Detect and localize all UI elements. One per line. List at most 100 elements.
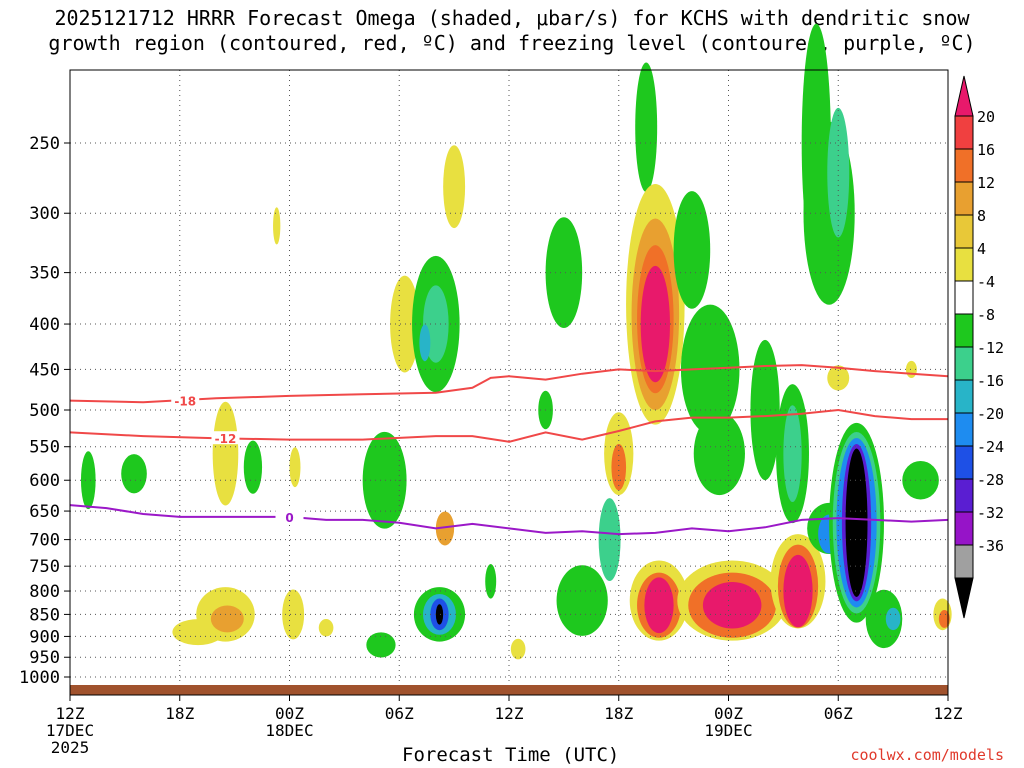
omega-cell [485, 563, 497, 599]
y-tick-label: 400 [29, 315, 60, 335]
omega-cell [611, 443, 627, 491]
colorbar-label: -16 [977, 372, 1004, 390]
x-tick-label: 12Z [56, 704, 85, 723]
contour-line [69, 504, 949, 536]
y-tick-label: 950 [29, 648, 60, 668]
x-tick-label: 06Z [824, 704, 853, 723]
omega-cell [435, 511, 455, 546]
x-tick-label: 12Z [934, 704, 963, 723]
colorbar-label: 16 [977, 141, 995, 159]
omega-cell [845, 448, 868, 597]
contour-label-bg [275, 509, 304, 523]
y-tick-label: 800 [29, 582, 60, 602]
colorbar-swatch [954, 379, 974, 414]
contour-label: 0 [285, 511, 293, 525]
x-tick-label: 06Z [385, 704, 414, 723]
contour-label: -18 [174, 395, 196, 409]
omega-cell [556, 565, 608, 636]
omega-cell [783, 405, 802, 503]
omega-cell [783, 554, 813, 628]
y-tick-label: 1000 [19, 668, 60, 688]
omega-cell [419, 324, 431, 362]
colorbar-swatch [954, 511, 974, 546]
omega-cell [510, 638, 526, 660]
omega-cell [673, 191, 711, 309]
colorbar-swatch [954, 214, 974, 249]
y-tick-label: 450 [29, 360, 60, 380]
omega-cell [243, 440, 263, 494]
colorbar-label: -32 [977, 504, 1004, 522]
contour-line [69, 408, 948, 443]
y-tick-label: 600 [29, 471, 60, 491]
y-tick-label: 550 [29, 438, 60, 458]
colorbar-swatch [954, 148, 974, 183]
omega-cell [865, 589, 903, 649]
y-tick-label: 350 [29, 264, 60, 284]
omega-cell [362, 431, 407, 529]
chart-title: 2025121712 HRRR Forecast Omega (shaded, … [0, 6, 1024, 56]
x-tick-year: 2025 [51, 738, 90, 757]
y-tick-label: 300 [29, 204, 60, 224]
x-tick-date: 18DEC [265, 721, 313, 740]
omega-cell [598, 498, 621, 582]
colorbar-swatch [954, 247, 974, 282]
omega-cell [210, 605, 244, 633]
omega-cell [635, 62, 658, 193]
omega-cell [938, 609, 950, 628]
omega-cell [545, 217, 583, 329]
omega-cell [289, 447, 301, 488]
y-tick-label: 500 [29, 401, 60, 421]
contour-label: -12 [215, 432, 237, 446]
contour-label-bg [211, 431, 240, 445]
colorbar-top-arrow [954, 75, 974, 117]
colorbar-swatch [954, 544, 974, 579]
omega-cell [282, 589, 305, 640]
x-tick-label: 12Z [495, 704, 524, 723]
colorbar-swatch [954, 181, 974, 216]
contour-line [69, 364, 949, 404]
omega-cell [366, 632, 396, 658]
y-tick-label: 650 [29, 502, 60, 522]
omega-cell [318, 619, 334, 637]
colorbar-label: -24 [977, 438, 1004, 456]
colorbar: 20 16 12 8 4 -4 -8 -12 -16 -20 -24 -28 -32 -36 [954, 75, 1004, 619]
colorbar-label: -28 [977, 471, 1004, 489]
omega-cell [390, 275, 420, 373]
y-tick-label: 750 [29, 557, 60, 577]
omega-cell [435, 604, 444, 625]
y-tick-label: 900 [29, 627, 60, 647]
colorbar-bottom-arrow [954, 577, 974, 619]
omega-cell [121, 454, 147, 494]
contour-label-bg [171, 393, 200, 407]
omega-cell [644, 577, 674, 634]
y-tick-label: 850 [29, 605, 60, 625]
credit-link[interactable]: coolwx.com/models [850, 746, 1004, 764]
colorbar-label: -8 [977, 306, 995, 324]
omega-cell [702, 581, 762, 629]
x-tick-date: 19DEC [704, 721, 752, 740]
x-tick-label: 00Z [275, 704, 304, 723]
omega-cell [693, 412, 745, 496]
omega-cell [827, 107, 850, 238]
omega-cell [212, 401, 239, 506]
colorbar-label: -36 [977, 537, 1004, 555]
omega-cell [443, 145, 466, 229]
colorbar-swatch [954, 412, 974, 447]
omega-cell [273, 207, 281, 245]
omega-shading [80, 23, 952, 660]
ground-terrain [70, 685, 948, 695]
colorbar-label: 8 [977, 207, 986, 225]
omega-cell [80, 451, 96, 510]
colorbar-swatch [954, 445, 974, 480]
x-tick-label: 18Z [165, 704, 194, 723]
colorbar-swatch [954, 478, 974, 513]
x-tick-label: 00Z [714, 704, 743, 723]
y-tick-label: 250 [29, 134, 60, 154]
colorbar-label: 12 [977, 174, 995, 192]
colorbar-label: -12 [977, 339, 1004, 357]
y-axis: 2503003504004505005506006507007508008509… [19, 134, 70, 688]
x-tick-label: 18Z [604, 704, 633, 723]
colorbar-swatch [954, 115, 974, 150]
